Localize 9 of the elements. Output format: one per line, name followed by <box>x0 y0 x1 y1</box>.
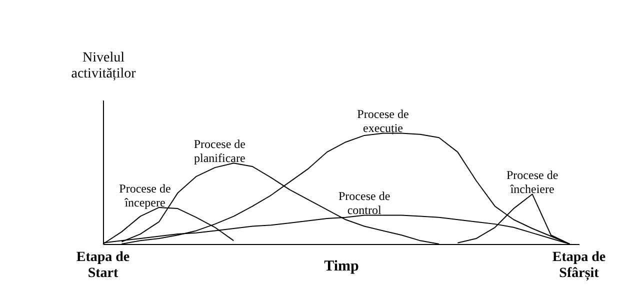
series-label: Procese de execuție <box>357 107 409 136</box>
x-axis-title: Timp <box>324 258 359 274</box>
y-axis-title: Nivelul activităților <box>71 50 136 82</box>
text: Etapa de Sfârșit <box>552 250 606 281</box>
series-label: Procese de începere <box>119 181 171 210</box>
series-label: Procese de control <box>338 189 390 218</box>
series-label: Procese de planificare <box>194 137 246 166</box>
series-label: Procese de încheiere <box>506 168 558 196</box>
text: Etapa de Start <box>76 250 130 281</box>
